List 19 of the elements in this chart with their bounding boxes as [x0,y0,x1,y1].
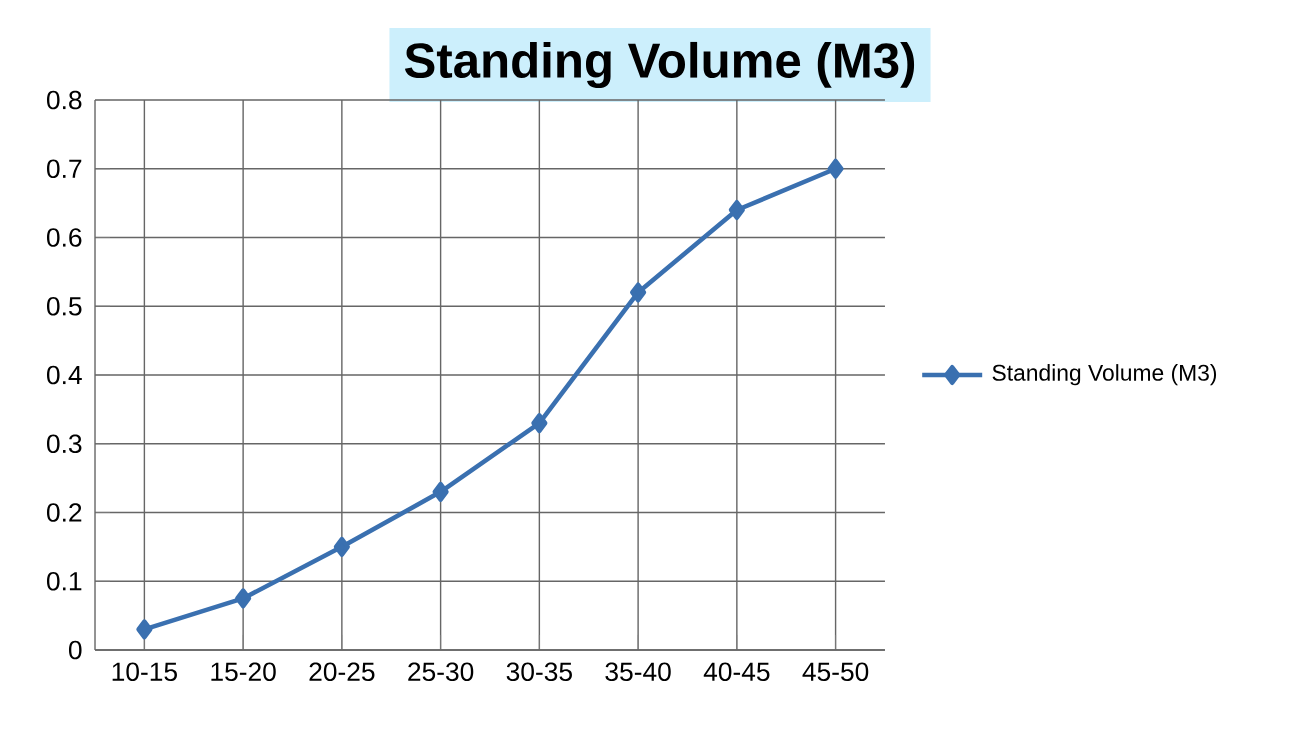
x-tick-label: 30-35 [506,662,572,682]
y-tick-label: 0.8 [46,90,82,110]
x-tick-label: 40-45 [703,662,770,682]
x-tick-label: 45-50 [802,662,869,682]
x-tick-label: 25-30 [408,662,474,682]
x-tick-label: 10-15 [112,662,177,682]
x-tick-label: 20-25 [309,662,375,682]
x-tick-label: 15-20 [211,662,276,682]
y-tick-label: 0.1 [46,571,82,591]
y-tick-label: 0 [68,640,82,660]
y-tick-label: 0.4 [46,365,82,385]
y-tick-label: 0.6 [46,228,82,247]
y-tick-label: 0.7 [46,159,82,179]
y-tick-label: 0.2 [46,503,82,522]
x-tick-label: 35-40 [605,662,671,682]
chart-title: Standing Volume (M3) [404,41,915,89]
y-tick-label: 0.3 [46,434,82,454]
legend-label: Standing Volume (M3) [992,364,1217,386]
y-tick-label: 0.5 [46,296,82,316]
